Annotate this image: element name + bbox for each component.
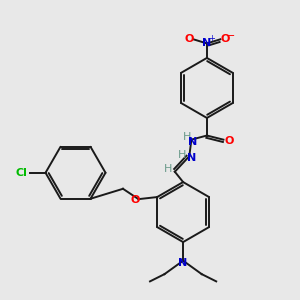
Text: O: O (184, 34, 194, 44)
Text: H: H (164, 164, 172, 174)
Text: O: O (225, 136, 234, 146)
Text: H: H (183, 132, 191, 142)
Text: Cl: Cl (16, 168, 28, 178)
Text: O: O (131, 195, 140, 205)
Text: N: N (202, 38, 212, 48)
Text: +: + (208, 34, 215, 43)
Text: N: N (178, 258, 188, 268)
Text: O: O (221, 34, 230, 44)
Text: −: − (226, 31, 236, 41)
Text: N: N (187, 153, 196, 163)
Text: N: N (188, 137, 197, 147)
Text: H: H (178, 150, 186, 160)
